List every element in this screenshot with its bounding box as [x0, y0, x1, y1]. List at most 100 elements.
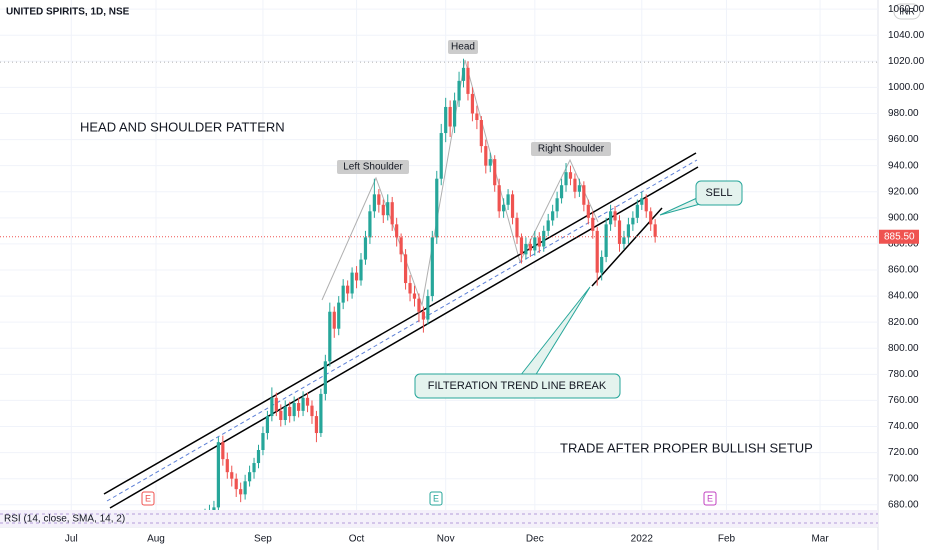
candle-body — [372, 194, 376, 212]
candle-body — [341, 285, 345, 303]
trend-line-mid — [106, 159, 698, 502]
y-tick-label: 880.00 — [888, 239, 919, 250]
candle-body — [377, 194, 381, 205]
x-tick-label: 2022 — [631, 534, 654, 545]
y-tick-label: 980.00 — [888, 108, 919, 119]
candle-body — [305, 397, 310, 406]
pattern-outline — [321, 59, 599, 307]
candle-body — [328, 311, 332, 362]
candle-body — [519, 237, 524, 255]
y-tick-label: 780.00 — [888, 369, 919, 380]
y-tick-label: 740.00 — [888, 421, 919, 432]
y-tick-label: 820.00 — [888, 317, 919, 328]
candle-body — [470, 93, 475, 114]
y-tick-label: 860.00 — [888, 265, 919, 276]
candle-body — [475, 113, 479, 120]
candle-body — [390, 202, 394, 225]
x-tick-label: Jul — [65, 534, 78, 545]
candle-body — [408, 283, 412, 294]
candle-body — [533, 237, 537, 251]
candle-body — [613, 211, 617, 221]
candle-body — [484, 146, 488, 166]
sell-box — [695, 180, 743, 206]
candle-body — [314, 416, 319, 434]
candle-body — [604, 224, 608, 257]
candle-body — [243, 481, 247, 495]
candle-body — [430, 237, 434, 297]
candle-body — [510, 194, 515, 218]
x-tick-label: Dec — [526, 534, 544, 545]
x-tick-label: Oct — [349, 534, 365, 545]
candle-body — [323, 361, 327, 394]
candle-body — [564, 172, 568, 186]
candle-body — [239, 489, 243, 495]
chart-title: UNITED SPIRITS, 1D, NSE — [6, 7, 130, 18]
y-tick-label: 1020.00 — [888, 56, 925, 67]
candle-body — [332, 311, 336, 329]
y-tick-label: 1000.00 — [888, 82, 925, 93]
candle-body — [368, 211, 372, 238]
trend-line-upper — [103, 152, 697, 495]
y-tick-label: 960.00 — [888, 134, 919, 145]
candle-body — [247, 472, 252, 482]
candle-body — [435, 178, 439, 238]
candle-body — [359, 259, 363, 281]
candle-body — [279, 410, 283, 420]
y-tick-label: 940.00 — [888, 160, 919, 171]
candle-body — [591, 217, 595, 231]
event-label: E — [145, 493, 151, 503]
event-label: E — [433, 493, 439, 503]
candle-body — [577, 185, 581, 192]
rsi-pane — [0, 510, 878, 527]
candle-body — [230, 472, 234, 479]
candle-body — [528, 243, 532, 251]
candle-body — [586, 204, 590, 218]
head-box — [448, 40, 478, 54]
candle-body — [622, 237, 626, 244]
candle-body — [551, 211, 555, 221]
sell-label: SELL — [706, 187, 733, 199]
trend-line-lower — [109, 166, 699, 509]
candle-body — [506, 194, 510, 205]
event-marker — [703, 491, 717, 506]
candle-body — [626, 224, 631, 238]
candle-body — [261, 433, 265, 450]
candle-body — [310, 405, 314, 417]
candle-body — [381, 204, 385, 216]
candle-body — [466, 67, 470, 94]
break-box — [414, 373, 621, 399]
event-marker — [429, 491, 443, 506]
x-tick-label: Nov — [437, 534, 455, 545]
candle-body — [461, 67, 466, 81]
break-label: FILTERATION TREND LINE BREAK — [428, 380, 607, 392]
event-label: E — [707, 493, 713, 503]
left-shoulder-box — [337, 160, 409, 174]
last-price-label: 885.50 — [884, 231, 915, 242]
candle-body — [568, 172, 573, 179]
candle-body — [363, 237, 368, 260]
candle-body — [444, 106, 448, 134]
right-shoulder-label: Right Shoulder — [538, 144, 605, 155]
rsi-label: RSI (14, close, SMA, 14, 2) — [4, 514, 125, 525]
left-shoulder-label: Left Shoulder — [343, 162, 403, 173]
candle-body — [653, 224, 657, 237]
candle-body — [337, 302, 341, 329]
candle-body — [457, 80, 461, 101]
y-tick-label: 1040.00 — [888, 30, 925, 41]
currency-label: INR — [899, 6, 915, 16]
candle-body — [515, 217, 519, 238]
candle-body — [403, 254, 408, 284]
candle-body — [399, 237, 403, 255]
candle-body — [439, 133, 443, 179]
candle-body — [617, 220, 622, 244]
candle-body — [582, 185, 586, 205]
setup-label: TRADE AFTER PROPER BULLISH SETUP — [560, 440, 813, 455]
candle-body — [452, 100, 457, 127]
y-tick-label: 920.00 — [888, 186, 919, 197]
candle-body — [479, 120, 483, 147]
currency-badge[interactable] — [893, 3, 921, 20]
candle-body — [631, 217, 635, 225]
candle-body — [608, 211, 613, 225]
candle-body — [448, 106, 452, 127]
